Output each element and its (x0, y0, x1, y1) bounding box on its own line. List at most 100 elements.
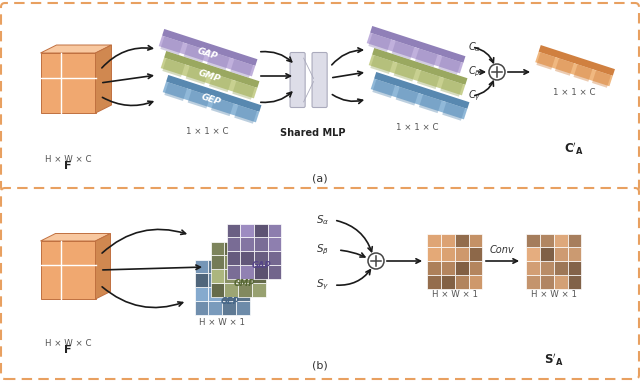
Polygon shape (464, 102, 470, 119)
Bar (268, 237, 282, 251)
Bar (195, 260, 208, 273)
Polygon shape (211, 95, 234, 116)
Bar (428, 247, 441, 261)
Bar (208, 260, 222, 273)
Polygon shape (166, 75, 262, 112)
Text: $\mathit{C}_\alpha$: $\mathit{C}_\alpha$ (468, 40, 481, 54)
Bar (252, 269, 266, 283)
Polygon shape (372, 48, 467, 85)
Bar (222, 301, 236, 314)
Bar (208, 301, 222, 314)
Text: H × W × 1: H × W × 1 (432, 290, 478, 299)
Bar (227, 251, 240, 265)
Bar (238, 242, 252, 255)
Text: $\mathit{C}_\gamma$: $\mathit{C}_\gamma$ (468, 89, 481, 103)
Bar (540, 275, 554, 288)
Bar (268, 251, 282, 265)
Polygon shape (209, 72, 232, 92)
Text: Shared MLP: Shared MLP (280, 128, 346, 138)
Bar (441, 275, 455, 288)
Polygon shape (184, 42, 207, 62)
Bar (240, 251, 254, 265)
Text: GAP: GAP (196, 46, 218, 62)
Text: $\mathit{S}_\gamma$: $\mathit{S}_\gamma$ (316, 278, 329, 292)
Bar (554, 275, 568, 288)
Bar (568, 234, 582, 247)
Bar (455, 247, 468, 261)
Text: H × W × C: H × W × C (45, 155, 92, 164)
Polygon shape (230, 57, 253, 78)
Polygon shape (164, 51, 259, 88)
Bar (236, 287, 250, 301)
Bar (455, 234, 468, 247)
Text: F: F (64, 345, 72, 355)
Polygon shape (374, 72, 470, 109)
Text: F: F (64, 161, 72, 171)
Polygon shape (40, 241, 95, 299)
Bar (468, 261, 483, 275)
Polygon shape (539, 45, 615, 76)
Text: H × W × 1: H × W × 1 (199, 318, 245, 327)
Bar (527, 261, 540, 275)
Polygon shape (370, 26, 465, 63)
Bar (268, 265, 282, 278)
Polygon shape (419, 92, 442, 113)
Bar (554, 261, 568, 275)
Text: H × W × 1: H × W × 1 (531, 290, 577, 299)
Text: GMP: GMP (234, 280, 255, 288)
Bar (254, 251, 268, 265)
Polygon shape (40, 234, 111, 241)
Bar (527, 247, 540, 261)
Bar (568, 275, 582, 288)
Bar (208, 287, 222, 301)
Polygon shape (369, 31, 392, 52)
Bar (227, 224, 240, 237)
Polygon shape (159, 36, 255, 76)
Bar (540, 234, 554, 247)
Polygon shape (207, 49, 230, 70)
Text: $\mathit{S}_\alpha$: $\mathit{S}_\alpha$ (316, 213, 329, 227)
Bar (222, 273, 236, 287)
Bar (227, 237, 240, 251)
Polygon shape (417, 69, 440, 89)
FancyBboxPatch shape (290, 52, 305, 108)
Text: $\mathbf{S'_A}$: $\mathbf{S'_A}$ (544, 351, 564, 368)
Bar (455, 275, 468, 288)
Bar (222, 260, 236, 273)
Bar (252, 283, 266, 296)
Polygon shape (609, 69, 615, 86)
Polygon shape (460, 56, 465, 74)
FancyBboxPatch shape (1, 188, 639, 379)
Text: H × W × C: H × W × C (45, 339, 92, 348)
Bar (455, 261, 468, 275)
Text: GEP: GEP (221, 298, 239, 306)
Bar (211, 242, 224, 255)
Bar (428, 261, 441, 275)
Bar (540, 261, 554, 275)
Text: GEP: GEP (200, 93, 222, 107)
Bar (222, 287, 236, 301)
Polygon shape (367, 33, 463, 74)
Bar (195, 301, 208, 314)
Polygon shape (232, 79, 255, 100)
Bar (195, 273, 208, 287)
FancyBboxPatch shape (312, 52, 327, 108)
Polygon shape (186, 64, 209, 85)
Bar (236, 301, 250, 314)
Bar (441, 234, 455, 247)
Polygon shape (161, 34, 184, 55)
Bar (211, 269, 224, 283)
Bar (195, 287, 208, 301)
Bar (236, 273, 250, 287)
Bar (238, 269, 252, 283)
Bar (224, 242, 238, 255)
Polygon shape (163, 56, 186, 77)
Polygon shape (252, 59, 257, 76)
Polygon shape (369, 55, 465, 95)
FancyBboxPatch shape (1, 3, 639, 191)
Polygon shape (592, 68, 612, 88)
Text: $\mathbf{C'_A}$: $\mathbf{C'_A}$ (564, 140, 584, 157)
Text: Conv: Conv (490, 245, 515, 255)
Bar (540, 247, 554, 261)
Bar (468, 247, 483, 261)
